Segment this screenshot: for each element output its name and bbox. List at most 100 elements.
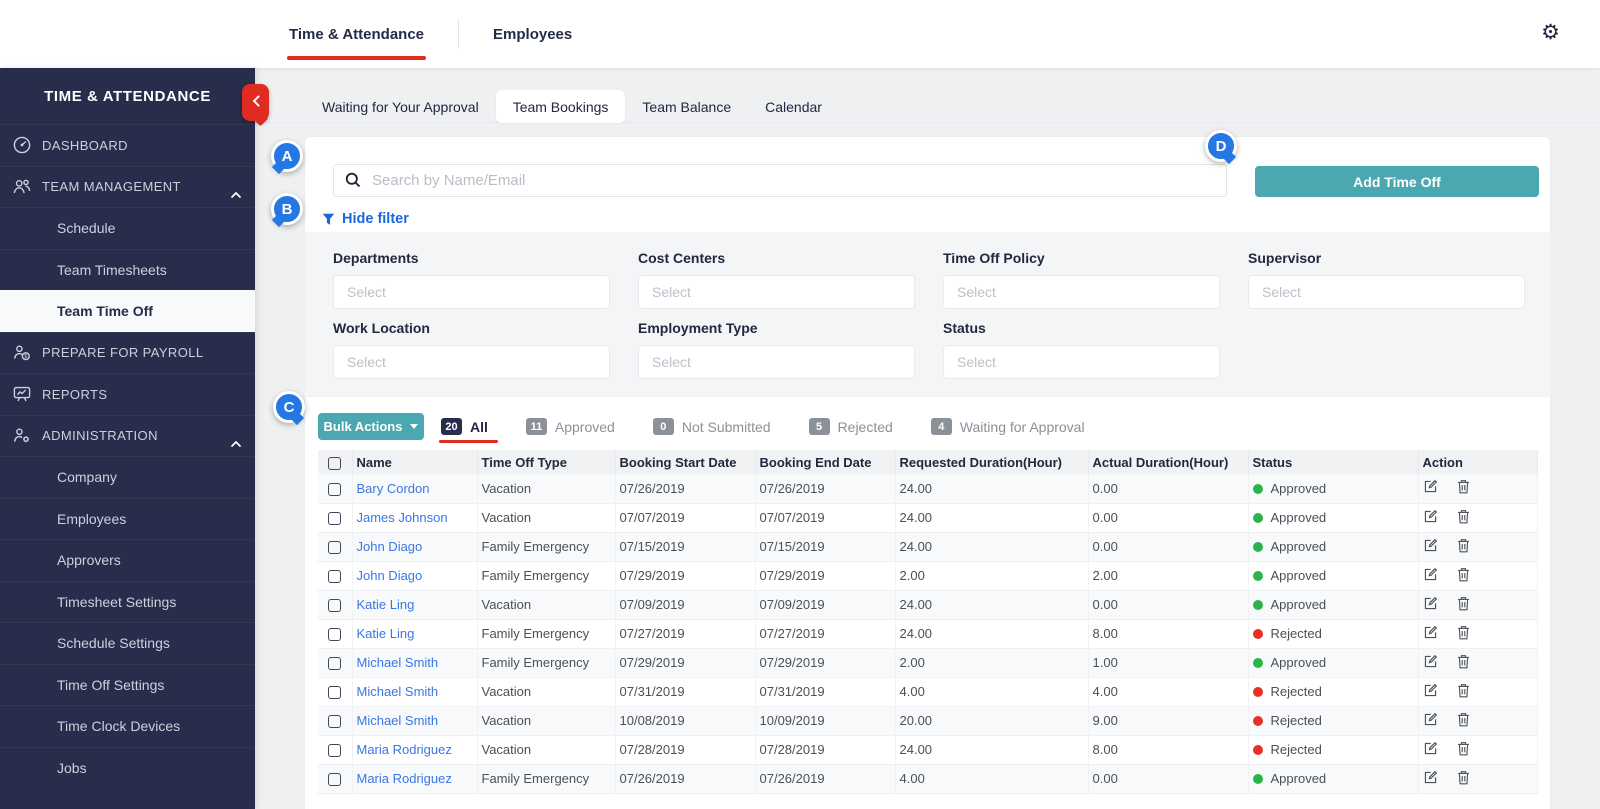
sidebar-subitem[interactable]: Approvers (0, 539, 255, 581)
delete-icon[interactable] (1457, 683, 1470, 698)
status-filter-tab[interactable]: 0 Not Submitted (653, 418, 771, 435)
actual-duration-cell: 0.00 (1088, 532, 1248, 561)
sidebar-subitem[interactable]: Timesheet Settings (0, 581, 255, 623)
employee-name-link[interactable]: Maria Rodriguez (352, 735, 477, 764)
edit-icon[interactable] (1423, 538, 1438, 553)
section-tab[interactable]: Calendar (748, 90, 839, 123)
row-checkbox[interactable] (328, 512, 341, 525)
chevron-up-icon (231, 185, 241, 203)
requested-duration-cell: 24.00 (895, 474, 1088, 503)
employee-name-link[interactable]: John Diago (352, 532, 477, 561)
add-time-off-button[interactable]: Add Time Off (1255, 166, 1539, 197)
sidebar-subitem[interactable]: Employees (0, 498, 255, 540)
top-tab-divider (458, 19, 459, 49)
sidebar-item-team-management[interactable]: TEAM MANAGEMENT (0, 166, 255, 208)
search-input[interactable] (333, 164, 1227, 197)
row-checkbox[interactable] (328, 686, 341, 699)
edit-icon[interactable] (1423, 741, 1438, 756)
employee-name-link[interactable]: Katie Ling (352, 619, 477, 648)
employee-name-link[interactable]: James Johnson (352, 503, 477, 532)
top-tab-employees[interactable]: Employees (491, 26, 574, 43)
requested-duration-cell: 24.00 (895, 503, 1088, 532)
filter-select-input[interactable] (638, 275, 915, 309)
filter-select-input[interactable] (638, 345, 915, 379)
status-count-badge: 4 (931, 418, 952, 435)
filter-select-input[interactable] (1248, 275, 1525, 309)
sidebar-subitem[interactable]: Team Time Off (0, 290, 255, 332)
delete-icon[interactable] (1457, 596, 1470, 611)
delete-icon[interactable] (1457, 567, 1470, 582)
booking-end-date-cell: 07/31/2019 (755, 677, 895, 706)
row-checkbox[interactable] (328, 657, 341, 670)
row-checkbox[interactable] (328, 744, 341, 757)
row-checkbox[interactable] (328, 628, 341, 641)
status-cell: Approved (1248, 561, 1418, 590)
status-dot (1253, 629, 1263, 639)
delete-icon[interactable] (1457, 538, 1470, 553)
column-header: Actual Duration(Hour) (1088, 450, 1248, 474)
sidebar-item-dashboard[interactable]: DASHBOARD (0, 124, 255, 166)
sidebar-item-administration[interactable]: ADMINISTRATION (0, 415, 255, 457)
delete-icon[interactable] (1457, 712, 1470, 727)
employee-name-link[interactable]: Michael Smith (352, 677, 477, 706)
row-checkbox[interactable] (328, 773, 341, 786)
sidebar-subitem[interactable]: Company (0, 456, 255, 498)
delete-icon[interactable] (1457, 509, 1470, 524)
filter-select-input[interactable] (333, 275, 610, 309)
delete-icon[interactable] (1457, 479, 1470, 494)
delete-icon[interactable] (1457, 741, 1470, 756)
sidebar-subitem[interactable]: Jobs (0, 747, 255, 789)
edit-icon[interactable] (1423, 654, 1438, 669)
status-filter-tab[interactable]: 5 Rejected (809, 418, 893, 435)
row-checkbox[interactable] (328, 599, 341, 612)
hide-filter-toggle[interactable]: Hide filter (322, 211, 409, 227)
sidebar-item-reports[interactable]: REPORTS (0, 373, 255, 415)
settings-gear-icon[interactable]: ⚙ (1541, 22, 1560, 43)
employee-name-link[interactable]: Katie Ling (352, 590, 477, 619)
sidebar-subitem[interactable]: Schedule Settings (0, 622, 255, 664)
filter-select-input[interactable] (943, 275, 1220, 309)
row-checkbox[interactable] (328, 483, 341, 496)
edit-icon[interactable] (1423, 479, 1438, 494)
sidebar-item-prepare-for-payroll[interactable]: $ PREPARE FOR PAYROLL (0, 332, 255, 374)
sidebar-subitem[interactable]: Time Off Settings (0, 664, 255, 706)
filter-select-input[interactable] (333, 345, 610, 379)
status-filter-tab[interactable]: 4 Waiting for Approval (931, 418, 1085, 435)
row-checkbox[interactable] (328, 541, 341, 554)
status-filter-tab[interactable]: 20 All (441, 418, 488, 435)
section-tab[interactable]: Waiting for Your Approval (305, 90, 496, 123)
row-checkbox-cell (318, 590, 352, 619)
row-checkbox[interactable] (328, 715, 341, 728)
sidebar-collapse-button[interactable] (242, 84, 269, 121)
status-tab-label: Waiting for Approval (960, 419, 1085, 435)
edit-icon[interactable] (1423, 770, 1438, 785)
employee-name-link[interactable]: Maria Rodriguez (352, 764, 477, 793)
delete-icon[interactable] (1457, 654, 1470, 669)
edit-icon[interactable] (1423, 712, 1438, 727)
edit-icon[interactable] (1423, 683, 1438, 698)
delete-icon[interactable] (1457, 770, 1470, 785)
edit-icon[interactable] (1423, 509, 1438, 524)
section-tab[interactable]: Team Bookings (496, 90, 626, 123)
employee-name-link[interactable]: Bary Cordon (352, 474, 477, 503)
callout-badge-a: A (271, 140, 303, 172)
section-tab[interactable]: Team Balance (625, 90, 748, 123)
sidebar-subitem[interactable]: Time Clock Devices (0, 705, 255, 747)
employee-name-link[interactable]: Michael Smith (352, 706, 477, 735)
bulk-actions-button[interactable]: Bulk Actions (318, 413, 424, 440)
select-all-checkbox[interactable] (328, 457, 341, 470)
sidebar-subitem[interactable]: Team Timesheets (0, 249, 255, 291)
sidebar-subitem[interactable]: Schedule (0, 207, 255, 249)
row-checkbox[interactable] (328, 570, 341, 583)
status-dot (1253, 716, 1263, 726)
edit-icon[interactable] (1423, 596, 1438, 611)
employee-name-link[interactable]: Michael Smith (352, 648, 477, 677)
edit-icon[interactable] (1423, 567, 1438, 582)
employee-name-link[interactable]: John Diago (352, 561, 477, 590)
filter-select-input[interactable] (943, 345, 1220, 379)
status-cell: Rejected (1248, 706, 1418, 735)
top-tab-time-attendance[interactable]: Time & Attendance (287, 26, 426, 43)
delete-icon[interactable] (1457, 625, 1470, 640)
status-filter-tab[interactable]: 11 Approved (526, 418, 615, 435)
edit-icon[interactable] (1423, 625, 1438, 640)
